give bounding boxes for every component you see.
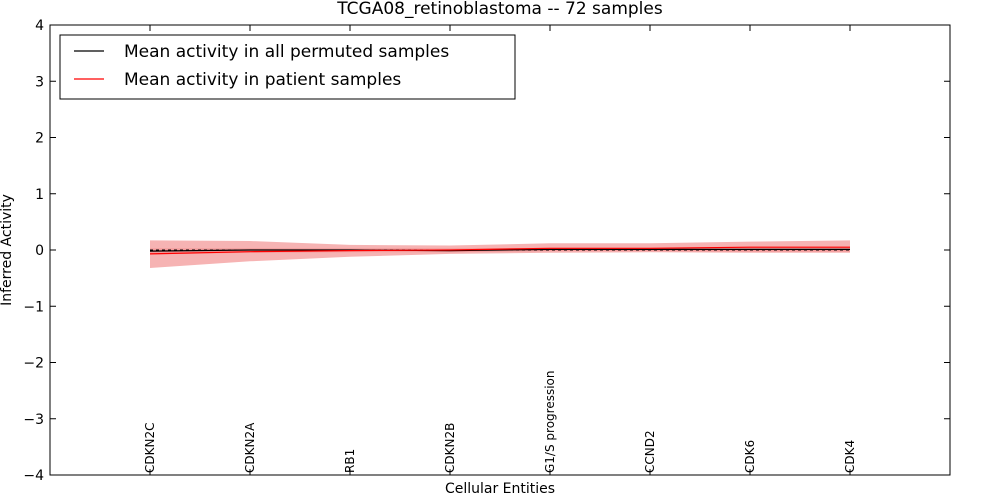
series-lines: [149, 246, 850, 255]
y-tick-label: −2: [23, 356, 44, 372]
x-category-label: CDK6: [743, 440, 757, 473]
y-tick-label: −1: [23, 299, 44, 315]
legend: Mean activity in all permuted samples Me…: [59, 34, 516, 100]
x-category-label: CDKN2A: [243, 422, 257, 473]
y-axis-title: Inferred Activity: [0, 194, 15, 306]
line-patient: [149, 246, 850, 255]
y-axis-ticks: 4 3 2 1 0 −1 −2 −3 −4: [23, 18, 950, 484]
y-tick-label: 0: [35, 243, 44, 259]
line-permuted: [149, 248, 850, 252]
x-category-label: CDK4: [843, 440, 857, 473]
chart-title: TCGA08_retinoblastoma -- 72 samples: [336, 0, 663, 19]
x-category-label: RB1: [343, 449, 357, 473]
y-tick-label: 1: [35, 187, 44, 203]
legend-label-patient: Mean activity in patient samples: [124, 70, 401, 90]
band-patient: [150, 240, 850, 268]
legend-label-permuted: Mean activity in all permuted samples: [124, 42, 449, 62]
y-tick-label: 2: [35, 131, 44, 147]
y-tick-label: 4: [35, 18, 44, 34]
x-category-label: CDKN2B: [443, 423, 457, 473]
y-tick-label: −4: [23, 468, 44, 484]
y-tick-label: 3: [35, 74, 44, 90]
x-category-label: G1/S progression: [543, 371, 557, 474]
x-category-label: CDKN2C: [143, 423, 157, 473]
x-axis-title: Cellular Entities: [445, 481, 555, 497]
legend-box: [59, 34, 516, 100]
plot-frame: [49, 24, 951, 476]
x-axis-ticks: CDKN2C CDKN2A RB1 CDKN2B G1/S progression CCN…: [143, 25, 857, 475]
x-category-label: CCND2: [643, 430, 657, 473]
y-tick-label: −3: [23, 412, 44, 428]
